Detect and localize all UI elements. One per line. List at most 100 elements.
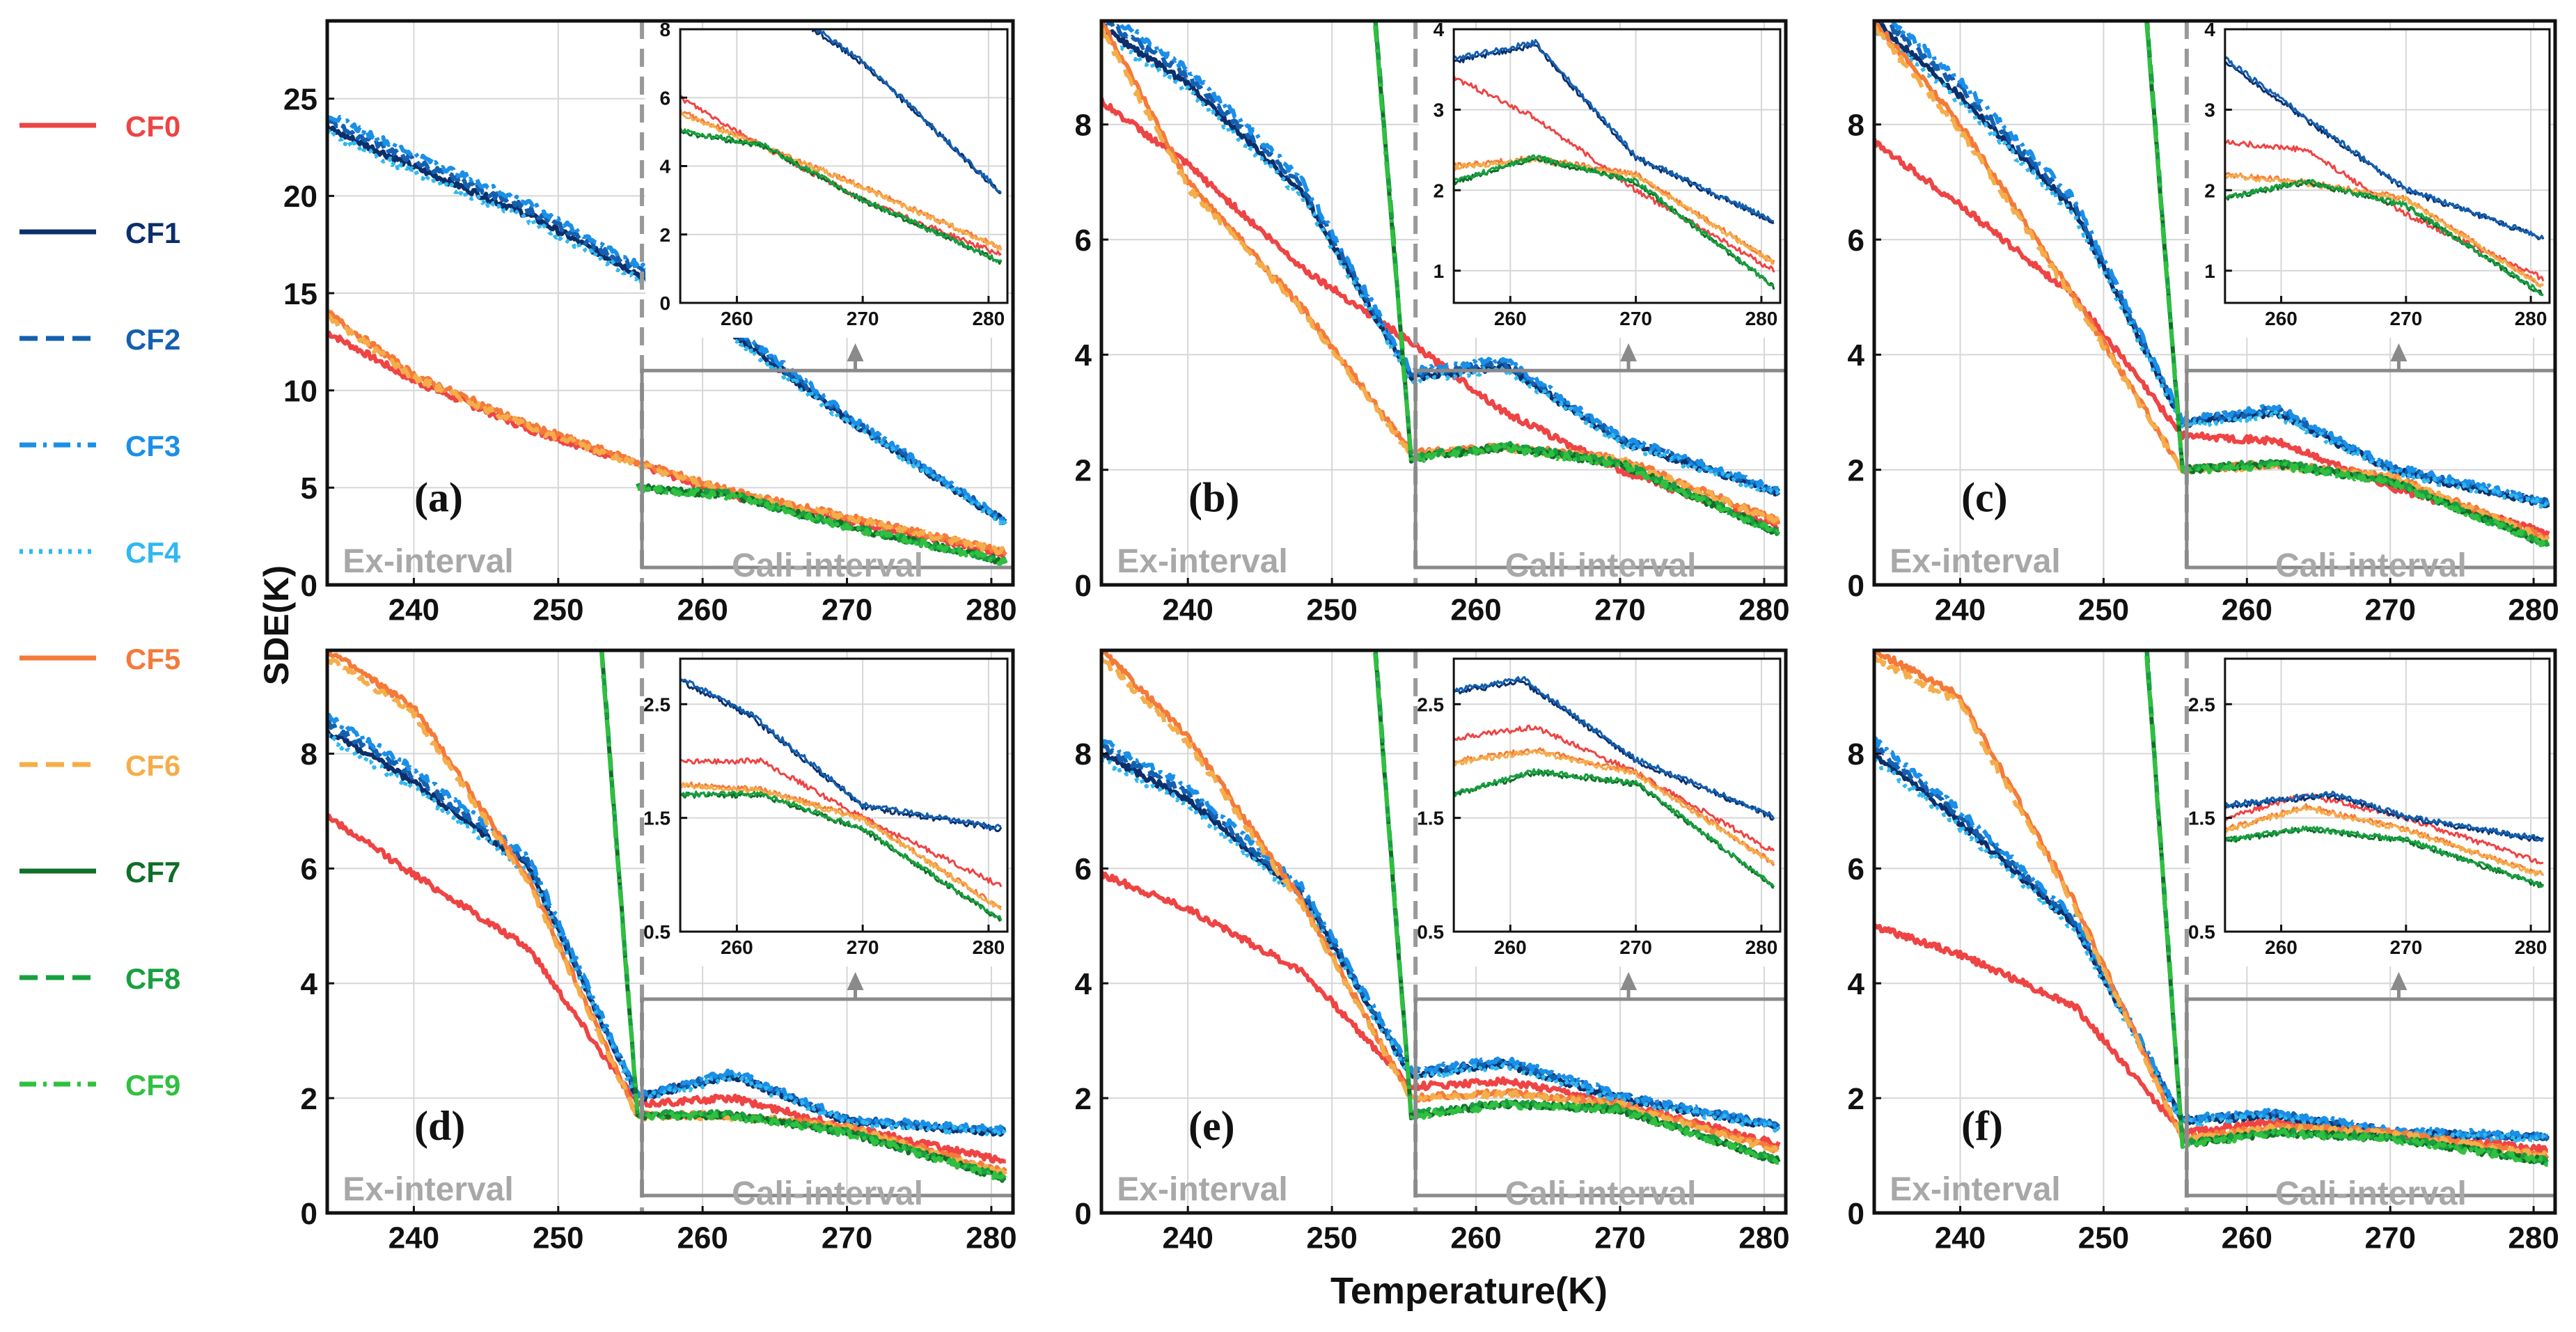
legend-label-cf7: CF7	[125, 856, 180, 888]
panel-d-xtick-label: 260	[677, 1221, 728, 1255]
panel-c-ex-interval-label: Ex-interval	[1890, 543, 2060, 580]
panel-c-inset-xtick-label: 270	[2389, 308, 2422, 329]
legend-label-cf4: CF4	[125, 536, 181, 569]
panel-d-line-cf3	[327, 712, 1007, 1136]
panel-a-xtick-label: 280	[966, 593, 1016, 627]
panel-e-cali-interval-label: Cali-interval	[1505, 1175, 1697, 1212]
legend-label-cf0: CF0	[125, 110, 180, 143]
legend-label-cf9: CF9	[125, 1069, 180, 1102]
panel-a-ytick-label: 0	[301, 569, 317, 603]
panel-c-inset-ytick-label: 4	[2204, 19, 2215, 40]
panel-c-ytick-label: 4	[1848, 338, 1865, 373]
panel-f-inset-line-cf6	[2224, 804, 2544, 877]
panel-b-xtick-label: 280	[1738, 593, 1789, 627]
panel-f-xtick-label: 260	[2222, 1221, 2272, 1255]
panel-f-line-cf6	[1874, 655, 2550, 1159]
panel-d-ytick-label: 6	[301, 852, 317, 886]
panel-e-line-cf3	[1101, 739, 1780, 1128]
panel-b-inset-line-cf6	[1454, 156, 1775, 265]
panel-d-inset-xtick-label: 270	[847, 937, 879, 958]
panel-c-ytick-label: 6	[1848, 224, 1864, 258]
panel-d-inset-line-cf8	[680, 790, 1003, 921]
panel-b-inset-ytick-label: 3	[1434, 100, 1445, 121]
panel-a-xtick-label: 250	[533, 593, 583, 627]
panel-d-ytick-label: 0	[301, 1197, 317, 1231]
panel-f-inset-ytick-label: 1.5	[2188, 808, 2215, 829]
panel-d-inset-line-cf2	[680, 678, 1002, 831]
panel-a-inset-line-cf8	[680, 127, 1002, 263]
panel-e-inset-line-cf6	[1454, 749, 1775, 865]
panel-a-inset-frame	[679, 28, 1009, 304]
panel-b-inset-xtick-label: 280	[1745, 308, 1778, 329]
legend-label-cf3: CF3	[125, 430, 180, 462]
panel-c-inset-line-cf7	[2224, 179, 2544, 297]
panel-c-cali-interval-label: Cali-interval	[2275, 547, 2467, 584]
panel-c-inset-frame	[2224, 28, 2551, 304]
panel-e-inset: 260 270 280 0.5 1.5 2.5	[1417, 657, 1782, 958]
panel-f-series	[1874, 650, 2550, 1167]
panel-d-ytick-label: 4	[301, 967, 318, 1001]
panel-a-zoom-arrowhead	[847, 343, 864, 361]
panel-a-line-cf6	[327, 313, 1007, 556]
panel-a-label: (a)	[414, 475, 463, 521]
panel-e-ex-interval-label: Ex-interval	[1117, 1171, 1287, 1208]
panel-f-xtick-label: 240	[1935, 1221, 1986, 1255]
panel-b-inset-line-cf2	[1454, 38, 1775, 223]
panel-e-xtick-label: 250	[1306, 1221, 1357, 1255]
panel-a-inset-series	[680, 29, 1003, 265]
panel-f-inset-frame	[2224, 657, 2551, 933]
panel-a-inset-line-cf6	[680, 111, 1003, 251]
panel-b-line-cf8	[1373, 21, 1781, 536]
panel-b-ytick-label: 0	[1075, 569, 1092, 603]
panel-b-ytick-label: 2	[1075, 454, 1092, 488]
panel-e-frame	[1099, 648, 1788, 1215]
panel-a-series	[327, 114, 1008, 566]
panel-b-xtick-label: 240	[1162, 593, 1213, 627]
panel-d-ytick-label: 2	[301, 1082, 317, 1116]
panel-c-ytick-label: 8	[1848, 109, 1864, 143]
panel-d-frame	[325, 648, 1015, 1215]
panel-d-inset-xtick-label: 260	[721, 937, 753, 958]
panel-f-cali-interval-label: Cali-interval	[2275, 1175, 2467, 1212]
panel-d-xtick-label: 270	[822, 1221, 872, 1255]
panel-a-ytick-label: 5	[301, 471, 317, 506]
panel-f-label: (f)	[1961, 1103, 2003, 1149]
panel-b-inset-ytick-label: 1	[1434, 260, 1445, 282]
panel-d-xtick-label: 280	[966, 1221, 1016, 1255]
panel-b-cali-interval-label: Cali-interval	[1505, 547, 1697, 584]
panel-e-inset-ytick-label: 1.5	[1417, 808, 1444, 829]
panel-d-inset-background	[645, 659, 1007, 966]
panel-b-ytick-label: 4	[1075, 338, 1092, 373]
panel-e-inset-line-cf8	[1454, 768, 1775, 888]
legend-label-cf8: CF8	[125, 962, 180, 995]
panel-e-inset-line-cf0	[1454, 724, 1775, 852]
panel-d-cali-interval-label: Cali-interval	[732, 1175, 923, 1212]
panel-c-label: (c)	[1961, 475, 2008, 521]
panel-a-xtick-label: 260	[677, 593, 728, 627]
panel-d-line-cf4	[327, 733, 1008, 1138]
panel-e-line-cf8	[1373, 650, 1781, 1164]
panel-a-inset-background	[645, 29, 1007, 338]
y-axis-label: SDE(K)	[257, 565, 296, 685]
panel-b-ex-interval-label: Ex-interval	[1117, 543, 1287, 580]
panel-e-inset-xtick-label: 260	[1494, 937, 1527, 958]
panel-a-line-cf4	[327, 129, 1007, 526]
panel-e-line-cf4	[1101, 756, 1781, 1133]
panel-f-zoom-arrowhead	[2390, 972, 2408, 990]
panel-b-inset-xtick-label: 270	[1619, 308, 1652, 329]
panel-c-line-cf9	[2144, 23, 2550, 549]
panel-e-label: (e)	[1188, 1103, 1235, 1149]
panel-d-inset-ytick-label: 0.5	[643, 921, 670, 943]
panel-c-inset: 260 270 280 1 2 3 4	[2204, 19, 2551, 329]
panel-d-inset-line-cf0	[680, 757, 1003, 888]
panel-e-ytick-label: 2	[1075, 1082, 1092, 1116]
panel-e-ytick-label: 6	[1075, 852, 1092, 886]
panel-c-inset-xtick-label: 260	[2265, 308, 2298, 329]
panel-f-ytick-label: 0	[1848, 1197, 1864, 1231]
panel-e-xtick-label: 280	[1738, 1221, 1789, 1255]
panel-a-ytick-label: 10	[283, 375, 317, 409]
